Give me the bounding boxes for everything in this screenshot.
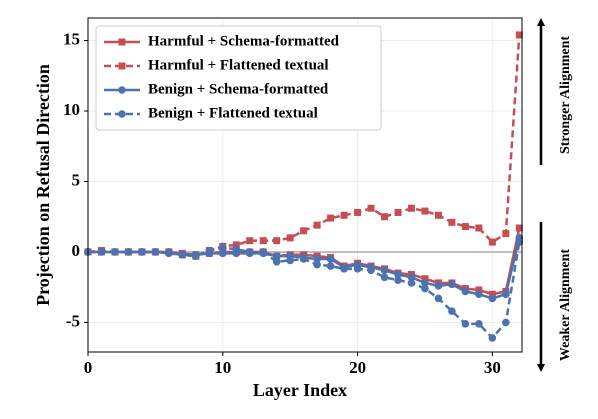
marker (421, 284, 429, 293)
marker (461, 320, 470, 328)
x-tick-label: 0 (84, 358, 93, 377)
marker (340, 211, 348, 219)
marker (353, 265, 362, 273)
marker (327, 214, 335, 222)
legend-label: Benign + Schema-formatted (148, 81, 329, 97)
marker (434, 211, 442, 219)
marker (421, 279, 429, 287)
legend-label: Harmful + Schema-formatted (148, 33, 340, 49)
marker (178, 250, 187, 259)
legend-label: Benign + Flattened textual (148, 105, 318, 121)
marker (326, 262, 335, 270)
marker (205, 246, 214, 255)
marker (488, 334, 497, 342)
marker (245, 248, 254, 256)
marker (502, 230, 510, 238)
y-tick-label: 5 (72, 170, 81, 189)
marker (313, 260, 321, 269)
y-axis-label: Projection on Refusal Direction (33, 64, 53, 306)
marker (232, 245, 241, 253)
marker (515, 31, 523, 39)
marker (515, 238, 524, 246)
y-tick-label: 0 (72, 241, 81, 260)
marker (192, 252, 200, 260)
x-tick-label: 20 (349, 358, 366, 377)
marker (118, 110, 126, 118)
marker (124, 248, 133, 256)
marker (394, 208, 402, 216)
legend-label: Harmful + Flattened textual (148, 57, 329, 73)
marker (381, 213, 389, 221)
marker (475, 224, 483, 232)
marker (394, 270, 402, 279)
marker (165, 248, 173, 256)
x-axis-label: Layer Index (253, 380, 347, 400)
marker (515, 224, 523, 232)
marker (380, 273, 389, 282)
marker (118, 62, 126, 70)
marker (286, 234, 294, 242)
series-line (88, 237, 521, 300)
marker (354, 208, 362, 216)
legend: Harmful + Schema-formatted Harmful + Flat… (95, 25, 382, 131)
marker (434, 294, 443, 303)
marker (448, 218, 456, 226)
marker (461, 287, 470, 296)
marker (367, 266, 375, 275)
marker (475, 320, 483, 328)
marker (407, 279, 416, 287)
marker (299, 255, 308, 263)
marker (434, 281, 443, 290)
x-tick-label: 10 (214, 358, 231, 377)
y-tick-label: 10 (63, 100, 80, 119)
x-tick-label: 30 (484, 358, 501, 377)
marker (272, 252, 281, 260)
marker (259, 248, 268, 256)
y-tick-label: -5 (66, 311, 80, 330)
marker (326, 255, 335, 263)
marker (340, 265, 348, 273)
marker (97, 248, 106, 256)
marker (118, 38, 126, 46)
marker (502, 318, 510, 327)
marker (448, 280, 456, 289)
marker (300, 227, 308, 235)
marker (111, 248, 119, 256)
marker (421, 207, 429, 215)
marker (407, 204, 415, 212)
annotation: Stronger Alignment (558, 36, 573, 154)
marker (488, 294, 497, 303)
marker (218, 243, 227, 252)
marker (448, 307, 456, 315)
marker (488, 290, 496, 298)
marker (246, 237, 254, 245)
marker (273, 237, 281, 245)
plot-frame (87, 17, 523, 353)
marker (394, 276, 402, 284)
marker (218, 249, 227, 258)
marker (259, 237, 267, 245)
marker (286, 256, 294, 265)
marker (475, 290, 483, 299)
marker (461, 223, 469, 231)
marker (367, 204, 375, 212)
marker (380, 266, 389, 275)
marker (118, 86, 126, 94)
annotation: Weaker Alignment (558, 249, 573, 361)
marker (272, 258, 281, 266)
marker (421, 275, 429, 283)
legend-box (95, 25, 382, 131)
marker (138, 248, 146, 256)
y-tick-label: 15 (63, 29, 80, 48)
marker (502, 290, 510, 299)
marker (313, 255, 321, 263)
marker (488, 238, 496, 246)
marker (232, 241, 240, 249)
marker (313, 221, 321, 229)
marker (475, 286, 483, 294)
marker (407, 273, 416, 282)
marker (151, 248, 160, 256)
